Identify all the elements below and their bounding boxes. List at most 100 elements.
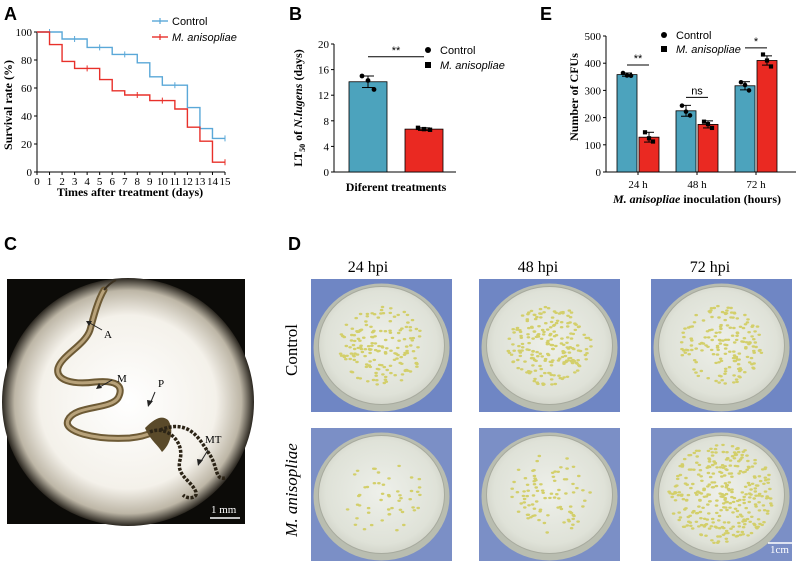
fungal-colony [744, 347, 748, 350]
fungal-colony [546, 352, 550, 356]
fungal-colony [706, 449, 711, 453]
fungal-colony [707, 310, 712, 313]
fungal-colony [707, 458, 712, 461]
fungal-colony [414, 361, 419, 365]
fungal-colony [360, 350, 365, 354]
cfu-data-point [642, 130, 648, 135]
fungal-colony [519, 502, 523, 505]
fungal-colony [710, 338, 714, 342]
fungal-colony [740, 456, 744, 459]
fungal-colony [355, 330, 359, 333]
fungal-colony [696, 374, 701, 378]
fungal-colony [697, 449, 701, 452]
fungal-colony [684, 476, 688, 480]
fungal-colony [567, 309, 572, 312]
fungal-colony [730, 334, 735, 337]
fungal-colony [352, 339, 357, 343]
fungal-colony [522, 490, 526, 493]
fungal-colony [552, 335, 557, 338]
fungal-colony [709, 348, 714, 352]
fungal-colony [728, 502, 733, 505]
fungal-colony [541, 491, 545, 494]
fungal-colony [345, 354, 349, 357]
fungal-colony [726, 306, 730, 309]
fungal-colony [754, 345, 758, 349]
fungal-colony [568, 505, 573, 508]
fungal-colony [372, 358, 377, 362]
petri-dish-agar [486, 286, 613, 405]
fungal-colony [766, 478, 771, 481]
fungal-colony [349, 339, 354, 342]
fungal-colony [723, 372, 727, 375]
fungal-colony [759, 351, 764, 354]
fungal-colony [714, 451, 718, 454]
fungal-colony [714, 379, 718, 383]
fungal-colony [582, 333, 586, 336]
fungal-colony [539, 367, 543, 371]
lt50-y-tick-label: 20 [318, 39, 330, 51]
fungal-colony [763, 466, 768, 469]
cfu-legend-treat-marker [661, 46, 667, 52]
fungal-colony [763, 479, 768, 482]
fungal-colony [704, 534, 708, 537]
fungal-colony [569, 311, 574, 314]
fungal-colony [409, 476, 414, 479]
fungal-colony [757, 475, 762, 478]
fungal-colony [387, 477, 391, 480]
fungal-colony [396, 346, 400, 350]
fungal-colony [730, 490, 734, 494]
fungal-colony [395, 529, 399, 532]
fungal-colony [710, 454, 715, 457]
fungal-colony [697, 525, 701, 528]
fungal-colony [737, 352, 742, 355]
fungal-colony [550, 343, 555, 347]
fungal-colony [409, 489, 414, 493]
fungal-colony [752, 338, 756, 341]
fungal-colony [689, 524, 693, 527]
fungal-colony [403, 351, 407, 355]
fungal-colony [561, 350, 565, 353]
fungal-colony [575, 369, 580, 372]
lt50-x-label: Diferent treatments [346, 180, 447, 194]
fungal-colony [760, 495, 764, 498]
fungal-colony [722, 474, 727, 477]
gut-esophagus [103, 279, 117, 291]
fungal-colony [589, 345, 593, 348]
fungal-colony [380, 305, 385, 309]
fungal-colony [737, 504, 742, 507]
fungal-colony [706, 503, 710, 506]
fungal-colony [568, 510, 573, 514]
fungal-colony [527, 326, 531, 330]
fungal-colony [707, 493, 712, 496]
fungal-colony [675, 477, 680, 481]
fungal-colony [744, 506, 748, 510]
fungal-colony [542, 311, 546, 314]
lt50-bar [348, 81, 388, 173]
fungal-colony [562, 478, 567, 481]
fungal-colony [375, 379, 379, 382]
fungal-colony [707, 527, 712, 530]
fungal-colony [667, 490, 671, 493]
fungal-colony [673, 492, 677, 495]
fungal-colony [755, 484, 760, 487]
fungal-colony [680, 464, 685, 467]
fungal-colony [562, 376, 566, 379]
fungal-colony [696, 473, 701, 476]
cfu-data-point [764, 58, 770, 63]
fungal-colony [677, 511, 681, 514]
fungal-colony [734, 338, 739, 342]
cfu-chart: 0 100 200 300 400 500 24 h ** 48 h ns 72 h * [585, 31, 796, 191]
fungal-colony [695, 461, 699, 464]
fungal-colony [537, 454, 542, 458]
fungal-colony [728, 464, 733, 467]
fungal-colony [515, 328, 519, 331]
fungal-colony [698, 510, 703, 514]
fungal-colony [535, 459, 539, 463]
fungal-colony [707, 483, 712, 486]
fungal-colony [689, 337, 693, 340]
fungal-colony [753, 458, 757, 462]
fungal-colony [762, 521, 766, 524]
fungal-colony [737, 369, 742, 373]
fungal-colony [406, 321, 410, 324]
